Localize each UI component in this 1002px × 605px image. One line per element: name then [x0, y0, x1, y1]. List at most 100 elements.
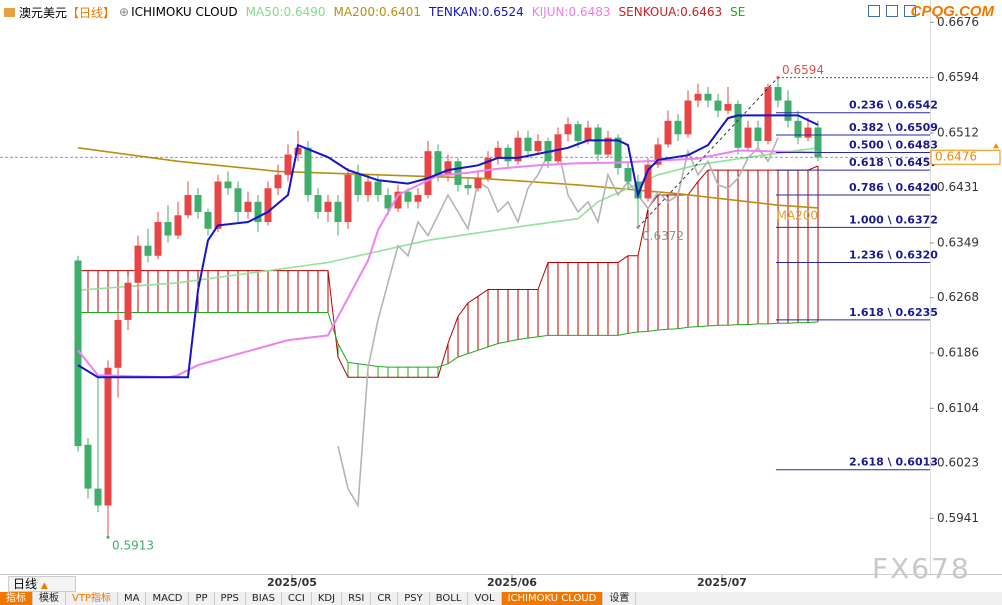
candle-body — [794, 120, 802, 138]
y-tick-label: 0.6186 — [937, 345, 979, 359]
candle-body — [214, 181, 222, 229]
candle-body — [784, 100, 792, 121]
indicator-tab[interactable]: 指标 — [0, 592, 33, 605]
candle-body — [744, 127, 752, 148]
icon-button[interactable] — [868, 5, 880, 17]
candle-body — [304, 147, 312, 196]
candle-body — [394, 191, 402, 209]
candle-body — [114, 319, 122, 368]
candle-body — [774, 87, 782, 101]
y-tick-label: 0.6349 — [937, 235, 979, 249]
candle-body — [244, 201, 252, 212]
extreme-marker — [636, 225, 640, 229]
candle-body — [704, 93, 712, 101]
candle-body — [554, 134, 562, 162]
x-tick-label: 2025/07 — [697, 576, 747, 589]
candle-body — [434, 151, 442, 175]
indicator-tab[interactable]: CCI — [282, 592, 312, 605]
fib-label: 0.618 \ 0.6457 — [849, 156, 938, 169]
y-tick-label: 0.6594 — [937, 70, 979, 84]
indicator-tab[interactable]: ICHIMOKU CLOUD — [501, 592, 604, 605]
candle-body — [644, 164, 652, 199]
add-icon[interactable]: ⊕ — [119, 5, 130, 19]
candle-body — [364, 181, 372, 196]
legend-item: SENKOUA:0.6463 — [618, 5, 723, 19]
fib-label: 1.000 \ 0.6372 — [849, 213, 938, 226]
indicator-tab[interactable]: BOLL — [430, 592, 469, 605]
candle-body — [444, 161, 452, 175]
candle-body — [174, 215, 182, 236]
candle-body — [404, 191, 412, 202]
candle-body — [614, 137, 622, 169]
last-price-marker — [993, 143, 999, 149]
y-tick-label: 0.6023 — [937, 455, 979, 469]
indicator-line — [77, 114, 819, 379]
x-tick-label: 2025/06 — [487, 576, 537, 589]
indicator-toolbar: 指标 模板 VTP指标 MA MACD PP PPS BIAS CCI KDJ RSI CR PSY BO… — [0, 592, 1002, 605]
candle-body — [424, 151, 432, 196]
candle-body — [724, 103, 732, 111]
candle-body — [664, 120, 672, 145]
fib-label: 0.786 \ 0.6420 — [849, 181, 938, 194]
legend-item: MA50:0.6490 — [245, 5, 326, 19]
candle-body — [734, 103, 742, 148]
indicator-tab[interactable]: 设置 — [603, 592, 637, 605]
y-tick-label: 0.6268 — [937, 290, 979, 304]
candle-body — [124, 282, 132, 320]
header-icon — [4, 7, 15, 17]
candle-body — [494, 147, 502, 158]
candle-body — [314, 195, 322, 212]
icon-button[interactable] — [904, 5, 916, 17]
extreme-label: 0.6372 — [642, 229, 684, 243]
candle-body — [464, 184, 472, 189]
candle-body — [94, 488, 102, 506]
candle-body — [194, 195, 202, 212]
candle-body — [324, 201, 332, 212]
toolbar-icons — [868, 5, 916, 17]
indicator-tab[interactable]: VOL — [468, 592, 502, 605]
candle-body — [354, 174, 362, 196]
candle-body — [474, 178, 482, 189]
icon-button[interactable] — [886, 5, 898, 17]
candle-body — [144, 245, 152, 256]
indicator-tab[interactable]: MACD — [146, 592, 190, 605]
indicator-tab[interactable]: CR — [371, 592, 399, 605]
fib-label: 0.500 \ 0.6483 — [849, 139, 938, 152]
last-price-label: 0.6476 — [935, 150, 977, 164]
candle-body — [654, 144, 662, 165]
indicator-tab[interactable]: MA — [118, 592, 147, 605]
fib-label: 0.382 \ 0.6509 — [849, 121, 938, 134]
fib-label: 1.618 \ 0.6235 — [849, 306, 938, 319]
candle-body — [344, 174, 352, 223]
indicator-tab[interactable]: RSI — [342, 592, 372, 605]
watermark: FX678 — [872, 552, 971, 585]
candle-body — [804, 127, 812, 138]
candle-body — [504, 147, 512, 162]
last-price-box — [930, 149, 1001, 165]
candle-body — [334, 201, 342, 223]
candle-body — [574, 124, 582, 142]
indicator-tab[interactable]: PP — [189, 592, 215, 605]
candle-body — [74, 260, 82, 447]
indicator-tab[interactable]: 模板 — [33, 592, 66, 605]
indicator-tab[interactable]: KDJ — [312, 592, 343, 605]
indicator-tab[interactable]: BIAS — [246, 592, 282, 605]
indicator-name[interactable]: ICHIMOKU CLOUD — [131, 5, 238, 19]
candle-body — [264, 188, 272, 223]
y-tick-label: 0.6512 — [937, 125, 979, 139]
series-label: MA200 — [777, 208, 818, 222]
fib-label: 0.236 \ 0.6542 — [849, 99, 938, 112]
indicator-tab[interactable]: PPS — [215, 592, 246, 605]
indicator-tab[interactable]: PSY — [398, 592, 430, 605]
y-tick-label: 0.6104 — [937, 401, 979, 415]
cloud-line — [78, 312, 819, 368]
candle-body — [224, 181, 232, 189]
candle-body — [714, 100, 722, 111]
period-selector[interactable]: 日线 ▲ — [8, 576, 76, 592]
indicator-tab[interactable]: VTP指标 — [66, 592, 118, 605]
fib-label: 1.236 \ 0.6320 — [849, 249, 938, 262]
candle-body — [374, 181, 382, 196]
candle-body — [694, 93, 702, 101]
candle-body — [84, 444, 92, 489]
period-label: 日线 — [13, 577, 38, 591]
